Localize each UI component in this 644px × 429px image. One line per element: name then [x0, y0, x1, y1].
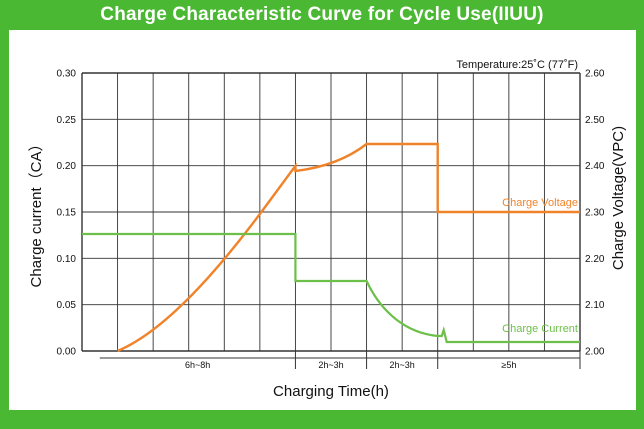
- time-segment-label: 2h~3h: [318, 360, 343, 370]
- series-label-charge-current: Charge Current: [502, 323, 578, 335]
- y-left-tick-label: 0.05: [57, 300, 77, 311]
- series-line-charge-current: [82, 232, 580, 344]
- y-right-tick-label: 2.50: [585, 115, 605, 126]
- y-left-tick-label: 0.00: [57, 347, 77, 358]
- time-segment-label: ≥5h: [501, 360, 516, 370]
- series-label-charge-voltage: Charge Voltage: [502, 197, 578, 209]
- y-left-tick-label: 0.25: [57, 115, 77, 126]
- y-left-tick-label: 0.10: [57, 254, 77, 265]
- y-right-tick-label: 2.00: [585, 347, 605, 358]
- y-right-tick-label: 2.20: [585, 254, 605, 265]
- chart-panel: [9, 30, 636, 410]
- series-line-charge-voltage: [117, 142, 580, 353]
- chart-title: Charge Characteristic Curve for Cycle Us…: [100, 4, 544, 25]
- y-left-tick-label: 0.20: [57, 161, 77, 172]
- y-right-tick-label: 2.40: [585, 161, 605, 172]
- x-axis-title: Charging Time(h): [273, 383, 389, 400]
- y-left-axis-title: Charge current（CA）: [28, 137, 45, 288]
- y-right-tick-label: 2.30: [585, 208, 605, 219]
- temperature-note: Temperature:25˚C (77˚F): [456, 59, 578, 71]
- time-segment-label: 6h~8h: [185, 360, 210, 370]
- y-right-tick-label: 2.60: [585, 69, 605, 80]
- time-segment-label: 2h~3h: [390, 360, 415, 370]
- y-right-tick-label: 2.10: [585, 300, 605, 311]
- y-left-tick-label: 0.15: [57, 208, 77, 219]
- y-right-axis-title: Charge Voltage(VPC): [610, 126, 627, 270]
- y-left-tick-label: 0.30: [57, 69, 77, 80]
